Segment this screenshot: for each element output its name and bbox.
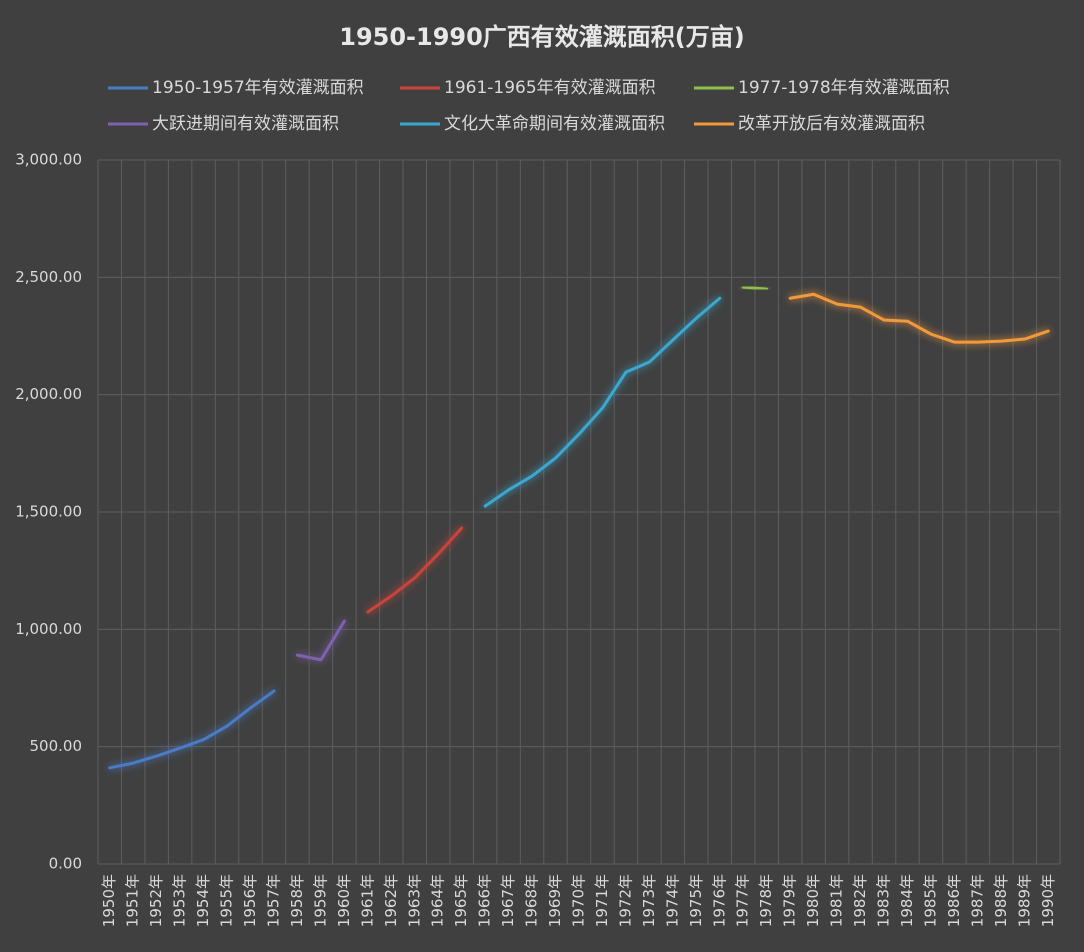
x-tick-label: 1973年 [640,874,658,927]
x-tick-label: 1960年 [335,874,353,927]
x-tick-label: 1953年 [171,874,189,927]
x-tick-label: 1951年 [124,874,142,927]
series-line [295,619,346,662]
series-line [788,292,1050,344]
x-tick-label: 1952年 [147,874,165,927]
x-tick-label: 1986年 [945,874,963,927]
x-tick-label: 1977年 [734,874,752,927]
x-tick-label: 1978年 [757,874,775,927]
x-tick-label: 1962年 [382,874,400,927]
series-line [108,689,276,770]
x-tick-label: 1982年 [851,874,869,927]
legend-label: 1961-1965年有效灌溉面积 [444,78,656,98]
y-tick-label: 3,000.00 [15,151,82,169]
x-tick-label: 1985年 [921,874,939,927]
x-tick-label: 1970年 [570,874,588,927]
x-tick-label: 1981年 [828,874,846,927]
x-tick-label: 1974年 [663,874,681,927]
legend-label: 1950-1957年有效灌溉面积 [152,78,364,98]
x-tick-label: 1984年 [898,874,916,927]
y-tick-label: 0.00 [49,855,82,873]
series-line [366,526,464,614]
x-tick-label: 1987年 [968,874,986,927]
y-tick-label: 1,500.00 [15,503,82,521]
x-tick-label: 1976年 [710,874,728,927]
x-tick-label: 1959年 [311,874,329,927]
series-line [483,296,722,508]
y-tick-label: 500.00 [30,737,83,755]
x-tick-label: 1983年 [875,874,893,927]
x-tick-label: 1968年 [523,874,541,927]
x-tick-label: 1967年 [499,874,517,927]
x-tick-label: 1964年 [429,874,447,927]
legend-label: 改革开放后有效灌溉面积 [738,114,925,134]
x-tick-label: 1969年 [546,874,564,927]
x-tick-label: 1955年 [218,874,236,927]
x-tick-label: 1975年 [687,874,705,927]
legend-label: 文化大革命期间有效灌溉面积 [444,114,665,134]
x-tick-label: 1971年 [593,874,611,927]
x-tick-label: 1972年 [616,874,634,927]
x-tick-label: 1954年 [194,874,212,927]
y-tick-label: 1,000.00 [15,620,82,638]
series-line [741,285,769,291]
legend-label: 大跃进期间有效灌溉面积 [152,114,339,134]
x-tick-label: 1950年 [100,874,118,927]
x-tick-label: 1988年 [992,874,1010,927]
x-tick-label: 1966年 [476,874,494,927]
x-tick-label: 1958年 [288,874,306,927]
chart-title: 1950-1990广西有效灌溉面积(万亩) [339,23,745,51]
x-tick-label: 1980年 [804,874,822,927]
x-tick-label: 1956年 [241,874,259,927]
x-tick-label: 1989年 [1015,874,1033,927]
x-tick-label: 1961年 [358,874,376,927]
x-tick-label: 1979年 [781,874,799,927]
x-tick-label: 1963年 [405,874,423,927]
x-tick-label: 1965年 [452,874,470,927]
legend-label: 1977-1978年有效灌溉面积 [738,78,950,98]
x-tick-label: 1990年 [1039,874,1057,927]
y-tick-label: 2,500.00 [15,268,82,286]
y-tick-label: 2,000.00 [15,385,82,403]
x-tick-label: 1957年 [264,874,282,927]
